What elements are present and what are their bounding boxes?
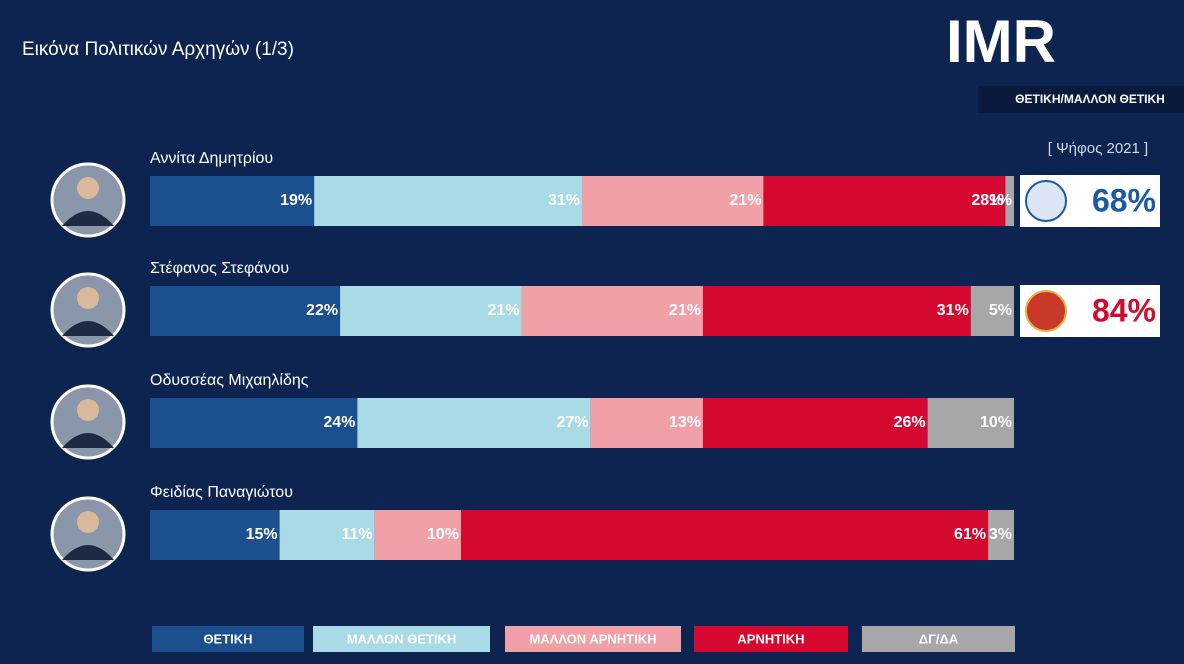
value-label: 21% — [487, 302, 519, 319]
photo — [50, 272, 126, 348]
bar-segment — [590, 398, 703, 448]
bar-segment — [521, 286, 703, 336]
photo-head — [77, 511, 99, 533]
bar-segment — [461, 510, 989, 560]
bar-segment — [702, 398, 928, 448]
legend-swatch — [505, 626, 681, 652]
legend-label: ΔΓ/ΔΑ — [919, 631, 959, 646]
legend-swatch — [313, 626, 490, 652]
bar-segment — [150, 510, 280, 560]
bar-segment — [279, 510, 375, 560]
value-label: 10% — [980, 414, 1012, 431]
photo — [50, 496, 126, 572]
vote-value: 84% — [1092, 292, 1156, 328]
photo — [50, 162, 126, 238]
note-box — [978, 86, 1184, 113]
legend-swatch — [694, 626, 848, 652]
value-label: 31% — [937, 302, 969, 319]
vote-label: [ Ψήφος 2021 ] — [1048, 140, 1148, 157]
photo-head — [77, 177, 99, 199]
photo-body — [62, 545, 114, 560]
value-label: 3% — [989, 526, 1012, 543]
value-label: 10% — [427, 526, 459, 543]
value-label: 1% — [989, 192, 1012, 209]
category-label: Οδυσσέας Μιχαηλίδης — [150, 372, 309, 389]
bar-segment — [340, 286, 522, 336]
value-label: 61% — [954, 526, 986, 543]
legend-swatch — [862, 626, 1015, 652]
category-label: Αννίτα Δημητρίου — [150, 150, 273, 167]
photo-body — [62, 433, 114, 448]
chart-title: Εικόνα Πολιτικών Αρχηγών (1/3) — [22, 39, 294, 60]
photo-body — [62, 321, 114, 336]
photo-head — [77, 399, 99, 421]
value-label: 5% — [989, 302, 1012, 319]
value-label: 13% — [669, 414, 701, 431]
bar-segment — [374, 510, 462, 560]
note: ΘΕΤΙΚΗ/ΜΑΛΛΟΝ ΘΕΤΙΚΗ — [1015, 92, 1165, 106]
bar-segment — [927, 398, 1014, 448]
bar-segment — [150, 286, 341, 336]
bar-segment — [1005, 176, 1014, 226]
bar-segment — [970, 286, 1014, 336]
bar-segment — [988, 510, 1014, 560]
legend-swatch — [152, 626, 304, 652]
bar-segment — [763, 176, 1006, 226]
party-logo — [1025, 290, 1067, 332]
value-label: 24% — [323, 414, 355, 431]
bar-segment — [582, 176, 764, 226]
value-label: 19% — [280, 192, 312, 209]
bar-segment — [150, 176, 315, 226]
value-label: 27% — [557, 414, 589, 431]
value-label: 21% — [669, 302, 701, 319]
legend-label: ΘΕΤΙΚΗ — [203, 631, 252, 646]
category-label: Φειδίας Παναγιώτου — [150, 484, 293, 501]
value-label: 31% — [548, 192, 580, 209]
bar-segment — [150, 398, 358, 448]
bar-segment — [314, 176, 582, 226]
vote-value: 68% — [1092, 182, 1156, 218]
value-label: 26% — [894, 414, 926, 431]
photo-body — [62, 211, 114, 226]
value-label: 11% — [341, 526, 372, 543]
value-label: 22% — [306, 302, 338, 319]
value-label: 21% — [729, 192, 761, 209]
legend-label: ΜΑΛΛΟΝ ΘΕΤΙΚΗ — [347, 631, 456, 646]
value-label: 28% — [971, 192, 1003, 209]
logo: IMR — [946, 8, 1056, 75]
bar-segment — [357, 398, 591, 448]
legend-label: ΜΑΛΛΟΝ ΑΡΝΗΤΙΚΗ — [529, 631, 656, 646]
photo-head — [77, 287, 99, 309]
bar-segment — [702, 286, 971, 336]
value-label: 15% — [246, 526, 278, 543]
party-logo — [1025, 180, 1067, 222]
photo — [50, 384, 126, 460]
legend-label: ΑΡΝΗΤΙΚΗ — [737, 631, 804, 646]
category-label: Στέφανος Στεφάνου — [150, 260, 289, 277]
